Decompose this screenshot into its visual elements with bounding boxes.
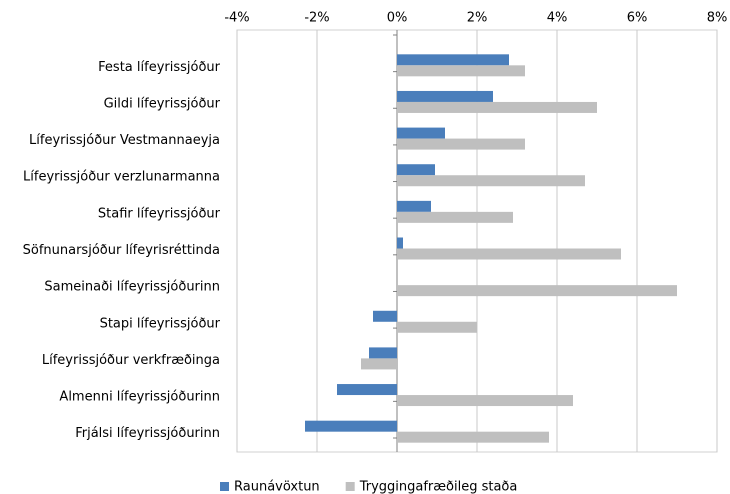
bar (369, 347, 397, 359)
bar (397, 101, 597, 113)
y-tick-label: Lífeyrissjóður verzlunarmanna (23, 170, 220, 185)
y-tick-label: Sameinaði lífeyrissjóðurinn (44, 280, 220, 295)
bar (397, 164, 435, 176)
bar (397, 248, 621, 260)
x-tick-label: -4% (224, 11, 249, 26)
bar (397, 285, 677, 297)
bar (397, 127, 445, 139)
bar (397, 237, 403, 249)
y-tick-label: Söfnunarsjóður lífeyrisréttinda (23, 243, 220, 258)
bar (361, 358, 397, 370)
y-tick-label: Frjálsi lífeyrissjóðurinn (75, 426, 220, 441)
bar (397, 200, 431, 212)
legend-label: Raunávöxtun (234, 480, 320, 494)
bar (397, 65, 525, 77)
y-tick-label: Stafir lífeyrissjóður (98, 206, 221, 221)
x-tick-label: 8% (707, 11, 728, 26)
bar (397, 321, 477, 333)
bar (397, 54, 509, 66)
bar (337, 384, 397, 396)
legend-label: Tryggingafræðileg staða (359, 480, 518, 494)
x-tick-label: 6% (627, 11, 648, 26)
legend-swatch (220, 482, 229, 491)
bar (397, 138, 525, 150)
y-tick-label: Almenni lífeyrissjóðurinn (59, 390, 220, 405)
y-tick-label: Lífeyrissjóður Vestmannaeyja (29, 133, 220, 148)
bar (397, 175, 585, 187)
x-tick-label: 2% (467, 11, 488, 26)
y-tick-label: Lífeyrissjóður verkfræðinga (42, 353, 220, 368)
bar (397, 90, 493, 102)
bar (305, 420, 397, 432)
x-tick-label: -2% (304, 11, 329, 26)
bar (373, 310, 397, 322)
bar (397, 431, 549, 443)
x-tick-label: 0% (387, 11, 408, 26)
bar (397, 211, 513, 223)
y-tick-label: Gildi lífeyrissjóður (104, 96, 221, 111)
y-tick-label: Festa lífeyrissjóður (98, 60, 220, 75)
y-tick-label: Stapi lífeyrissjóður (100, 316, 221, 331)
x-tick-label: 4% (547, 11, 568, 26)
bar (397, 395, 573, 407)
legend-swatch (345, 482, 355, 491)
